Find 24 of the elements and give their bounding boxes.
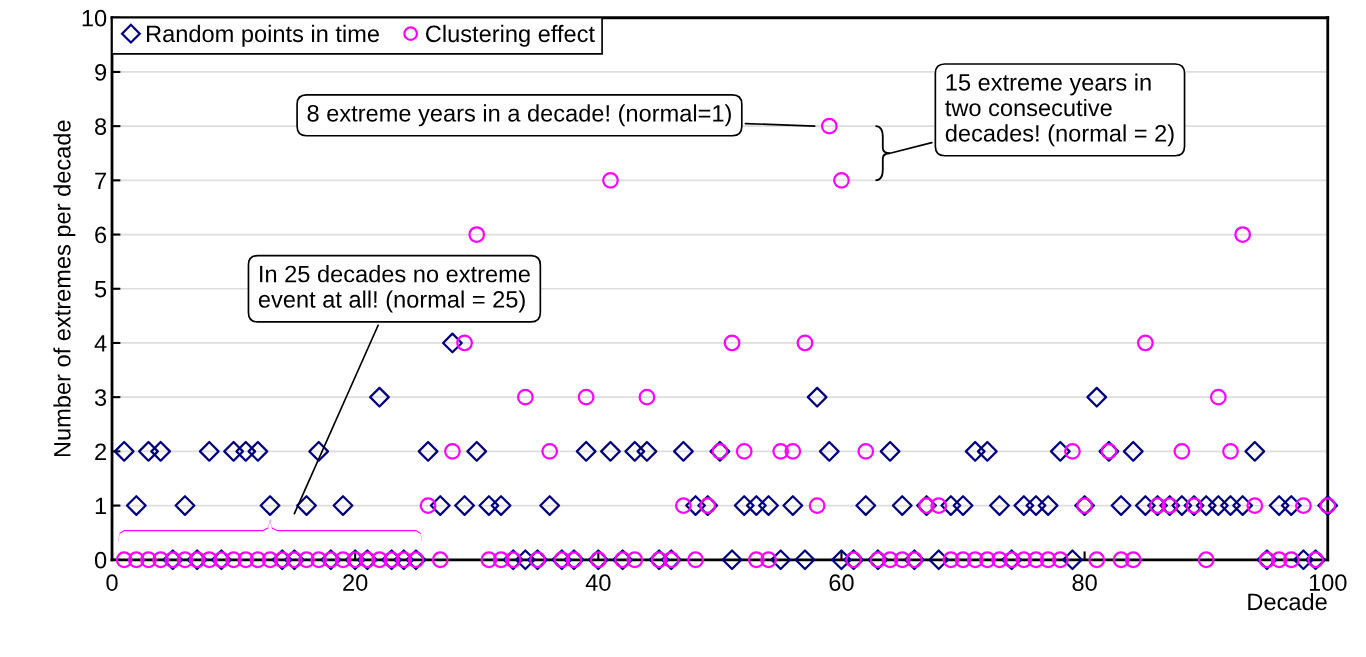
y-tick-label: 7 [95, 172, 106, 189]
y-tick-label: 10 [82, 9, 107, 27]
y-axis-title: Number of extremes per decade [53, 120, 76, 457]
annotation: In 25 decades no extreme event at all! (normal = 25) [258, 265, 530, 313]
annotation: 15 extreme years in two consecutive decades! (normal = 2) [945, 73, 1174, 147]
x-tick-label: 40 [585, 574, 611, 591]
y-tick-label: 6 [95, 226, 107, 244]
y-tick-label: 5 [94, 281, 107, 298]
annotation: 8 extreme years in a decade! (normal=1) [307, 104, 731, 127]
legend-label: Clustering effect [426, 24, 595, 47]
x-tick-label: 100 [1309, 574, 1347, 591]
y-tick-label: 2 [95, 443, 106, 460]
y-tick-label: 9 [95, 64, 107, 81]
x-tick-label: 60 [829, 574, 854, 591]
y-tick-label: 8 [95, 118, 107, 135]
x-axis-title: Decade [1248, 592, 1327, 611]
legend-label: Random points in time [147, 24, 379, 47]
y-tick-label: 0 [94, 551, 107, 569]
y-tick-label: 4 [94, 335, 107, 352]
x-tick-label: 0 [106, 574, 118, 591]
x-tick-label: 20 [343, 574, 368, 591]
y-tick-label: 3 [94, 389, 107, 406]
x-tick-label: 80 [1072, 574, 1097, 591]
y-tick-label: 1 [95, 497, 106, 515]
